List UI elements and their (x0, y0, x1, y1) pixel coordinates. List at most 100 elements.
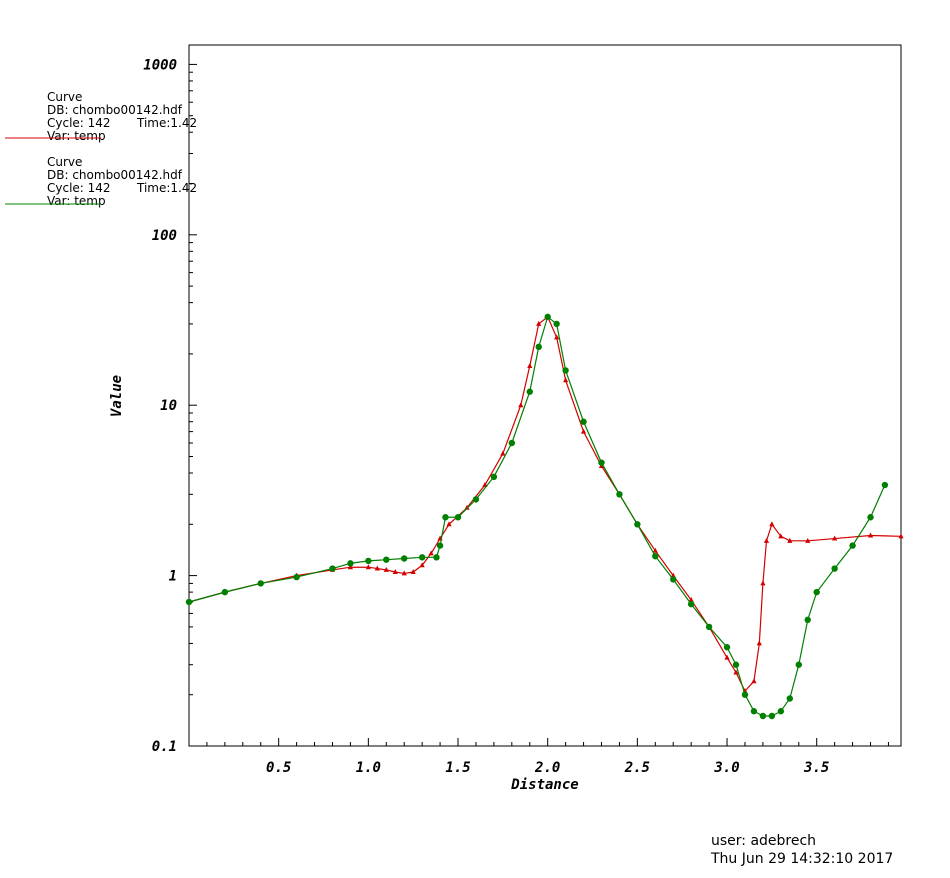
data-point (777, 708, 785, 715)
data-point (805, 537, 811, 543)
x-tick-label: 0.5 (266, 760, 291, 776)
data-point (374, 565, 380, 571)
data-point (472, 496, 480, 503)
data-point (832, 535, 838, 541)
data-point (553, 320, 560, 328)
data-point (724, 654, 730, 660)
data-point (756, 640, 762, 646)
data-point (428, 550, 434, 556)
legend-time: Time:1.42 (136, 116, 197, 130)
y-tick-label: 100 (152, 228, 177, 244)
data-point (795, 661, 802, 668)
data-point (392, 568, 398, 574)
data-point (464, 504, 470, 510)
data-point (347, 560, 354, 567)
legend-db: DB: chombo00142.hdf (47, 168, 183, 182)
data-point (867, 514, 874, 521)
data-point (365, 564, 371, 570)
y-tick-label: 1 (169, 569, 177, 585)
legend-var: Var: temp (47, 194, 106, 208)
data-point (867, 532, 874, 538)
data-point (508, 439, 516, 447)
data-point (365, 557, 372, 565)
data-point (750, 708, 758, 715)
data-point (562, 367, 569, 374)
legend-title: Curve (47, 155, 82, 169)
legend-var: Var: temp (47, 129, 106, 143)
data-point (329, 565, 336, 572)
data-point (732, 661, 740, 668)
data-point (849, 542, 856, 549)
data-point (763, 537, 770, 543)
data-point (769, 521, 775, 527)
legend-db: DB: chombo00142.hdf (47, 103, 183, 117)
legend-entry-1: Curve DB: chombo00142.hdf Cycle: 142 Tim… (5, 90, 197, 143)
plot-frame (188, 44, 902, 747)
data-point (563, 377, 569, 383)
data-point (554, 334, 560, 340)
data-point (751, 678, 757, 684)
legend-title: Curve (47, 90, 82, 104)
x-tick-label: 2.0 (534, 760, 560, 776)
data-point (436, 542, 444, 549)
axis-ticks: 0.5 1.0 1.5 2.0 2.5 3.0 3.5 0.1 1 10 100 1000 (143, 57, 889, 776)
y-tick-label: 10 (160, 398, 177, 414)
series-line (188, 315, 902, 693)
data-point (500, 450, 506, 456)
data-point (418, 554, 426, 561)
data-point (580, 428, 587, 434)
series-2 (185, 313, 889, 720)
data-point (221, 588, 229, 596)
legend-cycle: Cycle: 142 (47, 181, 111, 195)
data-point (759, 712, 767, 720)
data-point (410, 568, 416, 574)
data-point (580, 418, 587, 425)
series-layer (185, 313, 904, 720)
data-point (419, 562, 425, 568)
footer-user: user: adebrech (711, 833, 816, 849)
data-point (257, 580, 264, 587)
data-point (527, 362, 533, 368)
data-point (535, 343, 542, 351)
data-point (760, 580, 766, 586)
data-point (526, 388, 533, 395)
data-point (813, 588, 820, 596)
data-point (670, 576, 677, 583)
data-point (898, 533, 904, 539)
x-tick-label: 3.5 (803, 760, 829, 776)
data-point (490, 473, 498, 481)
legend: Curve DB: chombo00142.hdf Cycle: 142 Tim… (5, 90, 197, 208)
x-tick-label: 1.5 (445, 760, 470, 776)
y-tick-label: 0.1 (152, 739, 177, 755)
data-point (723, 644, 731, 651)
x-tick-label: 3.0 (713, 760, 739, 776)
data-point (383, 556, 390, 563)
x-tick-label: 2.5 (624, 760, 650, 776)
legend-time: Time:1.42 (136, 181, 197, 195)
data-point (185, 598, 193, 606)
data-point (768, 712, 776, 720)
data-point (616, 491, 623, 498)
x-tick-label: 1.0 (356, 760, 381, 776)
series-line (188, 315, 886, 717)
data-point (705, 623, 713, 631)
data-point (652, 547, 658, 553)
series-1 (186, 313, 904, 694)
data-point (401, 555, 408, 562)
data-point (741, 691, 749, 698)
data-point (670, 572, 676, 578)
data-point (831, 565, 838, 572)
data-point (787, 537, 793, 543)
data-point (786, 695, 794, 702)
data-point (778, 533, 784, 539)
data-point (433, 554, 440, 561)
data-point (598, 459, 605, 466)
data-point (733, 669, 739, 675)
data-point (652, 552, 659, 560)
data-point (881, 481, 889, 489)
data-point (347, 564, 354, 570)
data-point (687, 600, 695, 608)
y-axis-label: Value (109, 375, 125, 417)
data-point (688, 596, 694, 602)
